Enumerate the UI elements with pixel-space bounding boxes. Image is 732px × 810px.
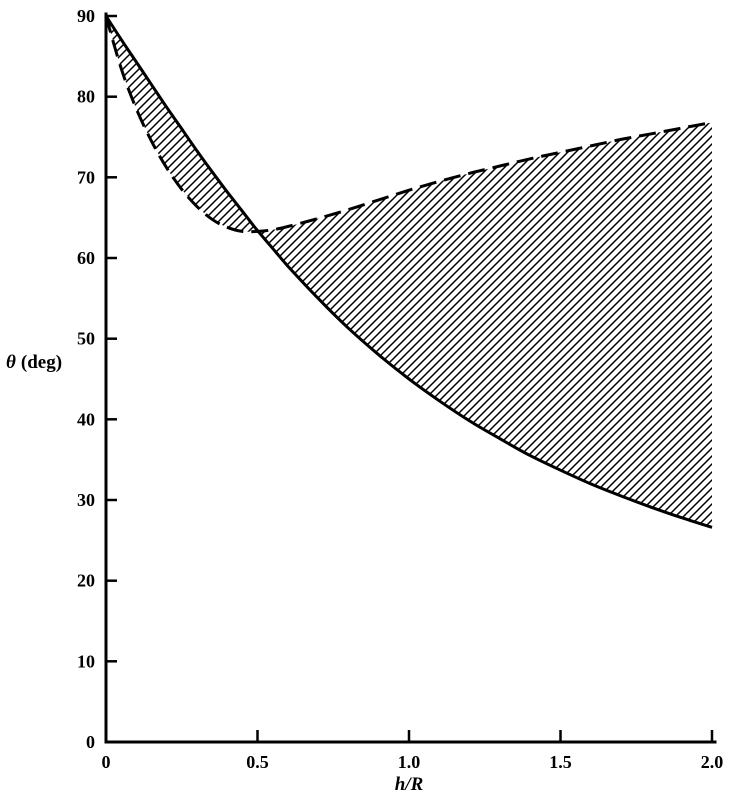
- y-axis-unit: (deg): [20, 352, 63, 373]
- y-tick-label: 40: [77, 409, 95, 429]
- y-tick-label: 70: [77, 167, 95, 187]
- y-axis-label: θ (deg): [6, 352, 62, 374]
- x-tick-label: 0.5: [246, 752, 269, 772]
- dashed-curve: [104, 15, 713, 234]
- y-tick-label: 10: [77, 651, 95, 671]
- y-tick-label: 30: [77, 490, 95, 510]
- x-tick-label: 0: [102, 752, 111, 772]
- x-axis-label: h/R: [394, 774, 424, 795]
- hatched-region: [106, 16, 712, 528]
- y-tick-label: 20: [77, 571, 95, 591]
- x-tick-label: 1.5: [549, 752, 572, 772]
- theta-symbol: θ: [6, 352, 16, 373]
- y-tick-label: 80: [77, 87, 95, 107]
- y-tick-label: 50: [77, 329, 95, 349]
- axes: [104, 12, 717, 744]
- x-tick-label: 1.0: [398, 752, 421, 772]
- y-tick-label: 90: [77, 6, 95, 26]
- solid-curve: [104, 15, 713, 529]
- y-tick-label: 60: [77, 248, 95, 268]
- x-tick-label: 2.0: [701, 752, 724, 772]
- y-tick-label: 0: [86, 732, 95, 752]
